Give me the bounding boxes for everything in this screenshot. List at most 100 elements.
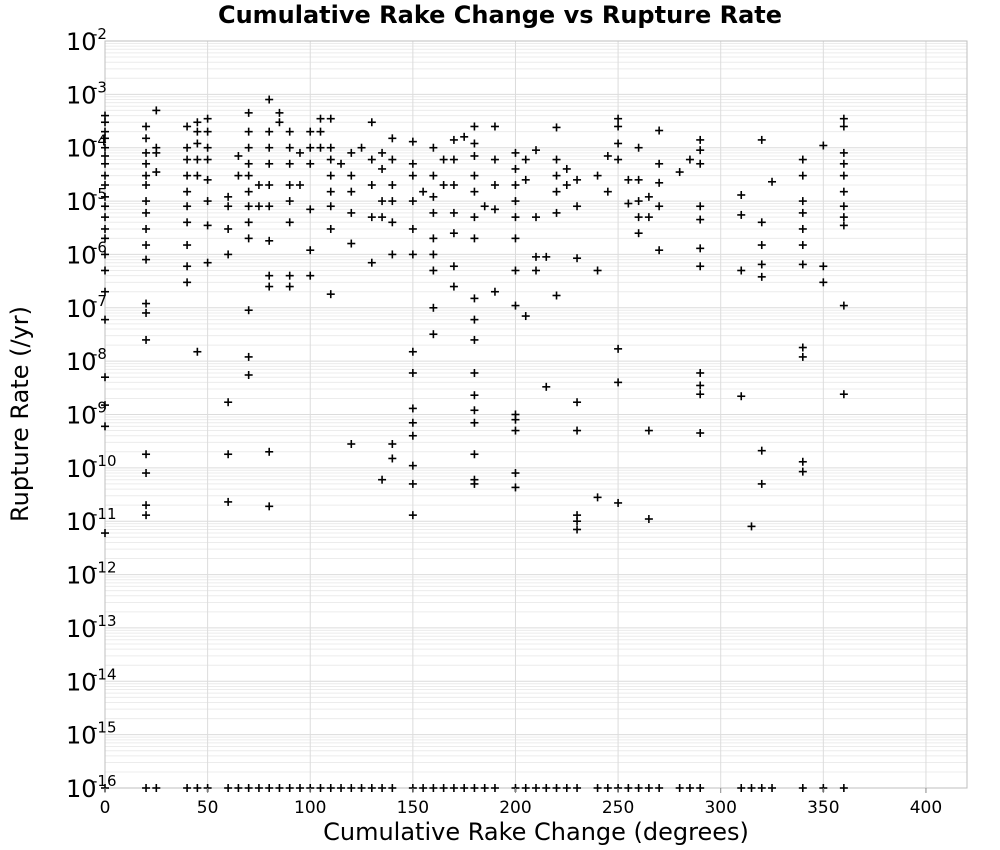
data-point bbox=[532, 784, 540, 792]
data-point bbox=[101, 422, 109, 431]
chart-title: Cumulative Rake Change vs Rupture Rate bbox=[218, 1, 782, 29]
data-point bbox=[819, 278, 828, 287]
data-point bbox=[183, 202, 192, 211]
data-point bbox=[378, 197, 387, 206]
data-point bbox=[552, 155, 561, 164]
data-point bbox=[511, 213, 520, 222]
data-point bbox=[532, 213, 540, 222]
data-point bbox=[470, 294, 479, 303]
data-point bbox=[798, 241, 807, 250]
data-point bbox=[552, 784, 561, 792]
data-point bbox=[367, 118, 376, 127]
data-point bbox=[614, 378, 623, 387]
data-point bbox=[193, 139, 202, 148]
data-point bbox=[573, 784, 582, 792]
data-point bbox=[490, 287, 499, 296]
data-point bbox=[265, 447, 274, 456]
x-tick-label: 100 bbox=[294, 798, 326, 818]
data-point bbox=[285, 197, 294, 206]
data-point bbox=[696, 429, 705, 438]
data-point bbox=[521, 175, 530, 184]
data-point bbox=[378, 784, 387, 792]
data-point bbox=[552, 123, 561, 132]
data-point bbox=[367, 784, 376, 792]
data-point bbox=[408, 431, 417, 440]
data-point bbox=[634, 175, 643, 184]
data-point bbox=[306, 246, 315, 255]
data-point bbox=[490, 155, 499, 164]
y-tick-label: 10-12 bbox=[66, 559, 117, 590]
data-point bbox=[542, 382, 551, 391]
data-point bbox=[429, 330, 438, 339]
data-point bbox=[347, 784, 356, 792]
data-point bbox=[532, 146, 540, 155]
data-point bbox=[768, 177, 777, 186]
data-point bbox=[470, 171, 479, 180]
data-point bbox=[562, 784, 571, 792]
data-point bbox=[603, 151, 612, 160]
data-point bbox=[265, 282, 274, 291]
x-tick-label: 350 bbox=[807, 798, 839, 818]
y-axis-ticks: 10-210-310-410-510-610-710-810-910-1010-… bbox=[66, 25, 117, 803]
data-point bbox=[306, 127, 315, 136]
data-point bbox=[244, 143, 253, 152]
data-point bbox=[819, 262, 828, 271]
data-point bbox=[244, 370, 253, 379]
data-point bbox=[573, 254, 582, 263]
data-point bbox=[511, 266, 520, 275]
data-point bbox=[573, 525, 582, 534]
data-point bbox=[101, 287, 109, 296]
data-point bbox=[470, 335, 479, 344]
data-point bbox=[265, 95, 274, 104]
data-point bbox=[511, 197, 520, 206]
data-point bbox=[696, 368, 705, 377]
data-point bbox=[142, 197, 151, 206]
data-point bbox=[470, 368, 479, 377]
y-tick-label: 10-13 bbox=[66, 612, 117, 643]
data-point bbox=[244, 784, 253, 792]
data-point bbox=[408, 461, 417, 470]
data-point bbox=[798, 343, 807, 352]
data-point bbox=[101, 315, 109, 324]
data-point bbox=[449, 135, 458, 144]
data-point bbox=[388, 250, 397, 259]
data-point bbox=[388, 155, 397, 164]
data-point bbox=[265, 502, 274, 511]
data-point bbox=[675, 168, 684, 177]
data-point bbox=[142, 501, 151, 510]
data-point bbox=[326, 202, 335, 211]
y-tick-exponent: -10 bbox=[92, 452, 117, 470]
data-point bbox=[470, 187, 479, 196]
data-point bbox=[552, 208, 561, 217]
data-point bbox=[254, 202, 263, 211]
data-point bbox=[142, 122, 151, 131]
data-point bbox=[839, 221, 848, 230]
data-point bbox=[644, 426, 653, 435]
data-point bbox=[183, 187, 192, 196]
data-point bbox=[449, 784, 458, 792]
data-point bbox=[552, 291, 561, 300]
data-point bbox=[265, 271, 274, 280]
data-point bbox=[347, 171, 356, 180]
data-point bbox=[254, 181, 263, 190]
data-point bbox=[265, 202, 274, 211]
data-point bbox=[234, 151, 243, 160]
data-point bbox=[490, 205, 499, 214]
data-point bbox=[573, 426, 582, 435]
data-point bbox=[839, 390, 848, 399]
data-point bbox=[295, 181, 304, 190]
data-point bbox=[470, 234, 479, 243]
y-tick-base: 10 bbox=[66, 455, 97, 483]
data-point bbox=[768, 784, 777, 792]
x-tick-label: 0 bbox=[100, 798, 111, 818]
data-point bbox=[101, 151, 109, 160]
y-tick-base: 10 bbox=[66, 562, 97, 590]
data-point bbox=[460, 132, 469, 141]
data-point bbox=[614, 139, 623, 148]
data-point bbox=[419, 187, 428, 196]
data-point bbox=[408, 159, 417, 168]
data-point bbox=[624, 175, 633, 184]
data-point bbox=[490, 181, 499, 190]
data-point bbox=[511, 148, 520, 157]
data-point bbox=[449, 229, 458, 238]
